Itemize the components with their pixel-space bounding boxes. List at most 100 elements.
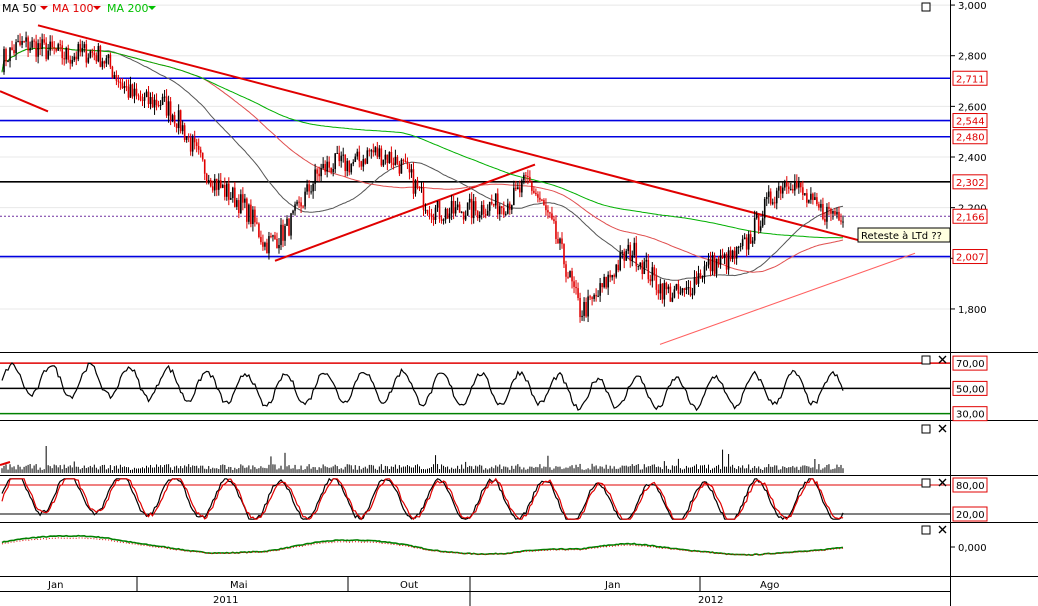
candle-body — [615, 264, 617, 277]
level-label: 2,480 — [956, 133, 985, 144]
x-icon[interactable] — [938, 424, 947, 433]
candle-body — [635, 242, 638, 267]
candle-body — [406, 161, 409, 165]
candle-body — [322, 163, 324, 169]
candle-body — [798, 182, 800, 188]
candle-body — [145, 91, 148, 98]
candle-body — [731, 250, 734, 260]
candle-body — [719, 255, 722, 265]
candle-body — [25, 37, 27, 42]
square-icon[interactable] — [921, 478, 931, 488]
candle-body — [707, 259, 710, 265]
candle-body — [446, 208, 449, 219]
candle-body — [91, 51, 94, 53]
rsi-label: 50,00 — [956, 384, 985, 395]
candle-body — [653, 267, 656, 276]
square-icon[interactable] — [921, 424, 931, 434]
candle-body — [310, 191, 312, 193]
candle-body — [450, 200, 453, 214]
candle-body — [248, 204, 250, 222]
candle-body — [769, 191, 772, 204]
stoch-label-box — [952, 506, 988, 522]
candle-body — [709, 259, 712, 272]
candle-body — [390, 151, 393, 163]
candle-body — [15, 42, 17, 54]
candle-body — [515, 187, 517, 190]
candle-body — [565, 264, 567, 277]
stochastic-panel — [0, 477, 950, 521]
candle-body — [737, 246, 740, 248]
candle-body — [240, 194, 242, 213]
x-icon[interactable] — [938, 478, 947, 487]
candle-body — [436, 200, 439, 208]
candle-body — [533, 190, 535, 193]
candle-body — [820, 203, 822, 208]
candle-body — [543, 199, 545, 206]
candle-body — [494, 193, 497, 206]
x-icon[interactable] — [938, 525, 947, 534]
candle-body — [238, 200, 240, 213]
candle-body — [727, 250, 730, 270]
chevron-down-icon[interactable] — [93, 6, 101, 10]
y-tick-label: 2,600 — [958, 102, 987, 113]
legend-ma50: MA 50 — [2, 2, 37, 15]
candle-body — [468, 198, 471, 203]
y-tick-label: 2,400 — [958, 153, 987, 164]
candle-body — [810, 193, 812, 200]
candle-body — [539, 197, 541, 200]
chevron-down-icon[interactable] — [148, 6, 156, 10]
candle-body — [47, 50, 49, 59]
candle-body — [386, 154, 389, 164]
level-label-box — [952, 113, 988, 129]
uptrend-line-2 — [659, 252, 916, 345]
candle-body — [93, 52, 96, 56]
grid — [0, 4, 950, 310]
candle-body — [741, 239, 744, 246]
candle-body — [23, 40, 25, 42]
stoch-label: 20,00 — [956, 510, 985, 521]
candle-body — [242, 194, 244, 203]
volume-panel — [0, 445, 844, 473]
candle-body — [107, 54, 110, 59]
x-icon[interactable] — [938, 355, 947, 364]
candle-body — [203, 159, 206, 174]
candle-body — [681, 288, 684, 293]
candle-body — [703, 266, 706, 278]
candle-body — [571, 271, 573, 282]
rsi-label: 30,00 — [956, 410, 985, 421]
level-label-box — [952, 174, 988, 190]
candle-body — [221, 185, 224, 188]
candle-body — [195, 142, 198, 146]
candle-body — [404, 160, 407, 162]
candle-body — [83, 44, 86, 48]
candle-body — [5, 49, 7, 62]
candle-body — [286, 218, 288, 226]
candle-body — [252, 209, 254, 225]
candle-body — [141, 99, 144, 101]
candle-body — [661, 283, 664, 300]
candle-body — [272, 235, 274, 237]
candle-body — [290, 213, 292, 236]
candle-body — [77, 44, 80, 60]
candle-body — [135, 88, 138, 96]
candle-body — [605, 276, 607, 288]
square-icon[interactable] — [921, 525, 931, 535]
candle-body — [334, 153, 336, 170]
candle-body — [396, 156, 399, 164]
candle-body — [462, 211, 465, 220]
candle-body — [73, 56, 76, 61]
x-axis: Jan Mai Out Jan Ago 2011 2012 — [47, 577, 779, 606]
chevron-down-icon[interactable] — [40, 6, 48, 10]
square-icon[interactable] — [921, 2, 931, 12]
candle-body — [655, 275, 658, 290]
rsi-label-box — [952, 380, 988, 396]
candle-body — [804, 193, 806, 195]
square-icon[interactable] — [921, 355, 931, 365]
candle-body — [430, 214, 433, 217]
candle-body — [454, 207, 457, 214]
candle-body — [55, 48, 57, 51]
candle-body — [165, 96, 168, 116]
candle-body — [757, 214, 760, 231]
candle-body — [378, 148, 381, 157]
candle-body — [490, 201, 493, 204]
